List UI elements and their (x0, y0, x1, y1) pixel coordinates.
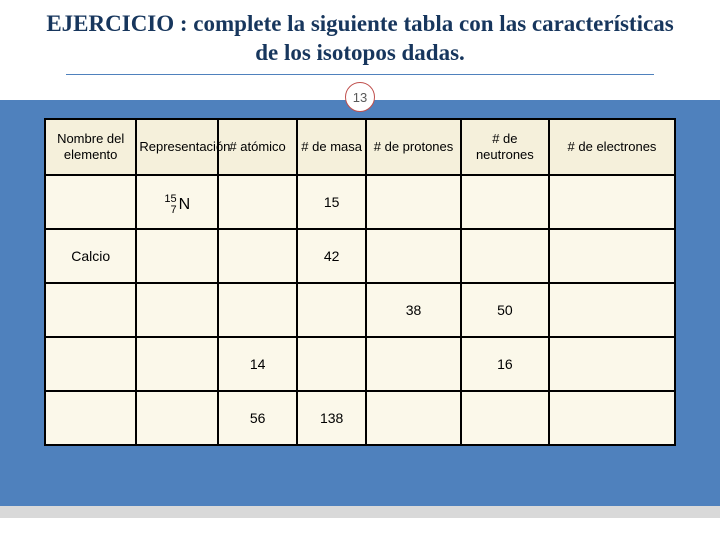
cell (218, 283, 297, 337)
cell (461, 229, 549, 283)
col-electrones: # de electrones (549, 119, 675, 175)
slide: EJERCICIO : complete la siguiente tabla … (0, 0, 720, 540)
table-row: Calcio 42 (45, 229, 675, 283)
col-masa: # de masa (297, 119, 366, 175)
isotope-table: Nombre del elemento Representación # ató… (44, 118, 676, 446)
cell-representation: 157N (136, 175, 218, 229)
col-representacion: Representación (136, 119, 218, 175)
cell (45, 391, 136, 445)
cell (136, 391, 218, 445)
cell (549, 391, 675, 445)
table-row: 56 138 (45, 391, 675, 445)
title-rule (66, 74, 655, 75)
cell (461, 175, 549, 229)
cell: 16 (461, 337, 549, 391)
cell (297, 283, 366, 337)
cell: 15 (297, 175, 366, 229)
cell (549, 229, 675, 283)
table-row: 157N 15 (45, 175, 675, 229)
cell (549, 175, 675, 229)
cell: 50 (461, 283, 549, 337)
cell: 138 (297, 391, 366, 445)
slide-number-badge: 13 (345, 82, 375, 112)
bottom-strip (0, 506, 720, 518)
cell: 56 (218, 391, 297, 445)
cell (136, 229, 218, 283)
cell (366, 337, 461, 391)
cell (366, 391, 461, 445)
col-nombre: Nombre del elemento (45, 119, 136, 175)
col-atomico: # atómico (218, 119, 297, 175)
table-row: 38 50 (45, 283, 675, 337)
isotope-table-wrap: Nombre del elemento Representación # ató… (44, 118, 676, 446)
slide-number: 13 (353, 90, 367, 105)
table-row: 14 16 (45, 337, 675, 391)
col-protones: # de protones (366, 119, 461, 175)
cell (45, 337, 136, 391)
title-area: EJERCICIO : complete la siguiente tabla … (0, 0, 720, 81)
cell: 38 (366, 283, 461, 337)
cell: 14 (218, 337, 297, 391)
cell (45, 175, 136, 229)
cell (366, 229, 461, 283)
cell (136, 337, 218, 391)
cell (461, 391, 549, 445)
cell: Calcio (45, 229, 136, 283)
table-body: 157N 15 Calcio 42 (45, 175, 675, 445)
cell (218, 175, 297, 229)
col-neutrones: # de neutrones (461, 119, 549, 175)
cell (297, 337, 366, 391)
cell (549, 283, 675, 337)
cell (45, 283, 136, 337)
table-head: Nombre del elemento Representación # ató… (45, 119, 675, 175)
cell (136, 283, 218, 337)
cell (366, 175, 461, 229)
cell: 42 (297, 229, 366, 283)
cell (549, 337, 675, 391)
cell (218, 229, 297, 283)
slide-title: EJERCICIO : complete la siguiente tabla … (40, 10, 680, 68)
header-row: Nombre del elemento Representación # ató… (45, 119, 675, 175)
